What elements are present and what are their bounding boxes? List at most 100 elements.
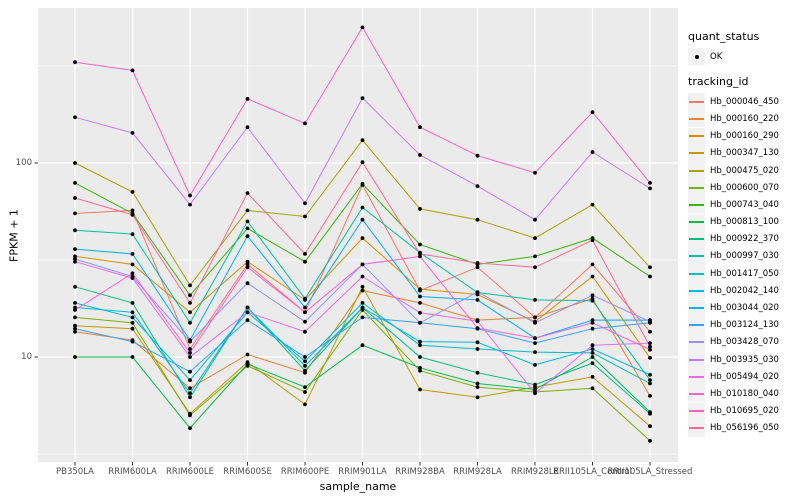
data-point (73, 257, 77, 261)
data-point (188, 320, 192, 325)
data-point (130, 208, 135, 213)
legend-item-ok: OK (688, 48, 800, 66)
data-point (130, 326, 135, 331)
legend-key (688, 179, 705, 197)
legend-key (688, 299, 705, 317)
data-point (590, 293, 595, 298)
data-point (188, 378, 192, 382)
legend-key (688, 265, 705, 283)
data-point (648, 341, 652, 345)
data-point (418, 320, 422, 325)
data-point (590, 320, 595, 325)
data-point (648, 394, 652, 398)
data-point (360, 262, 365, 267)
legend-key (688, 196, 705, 214)
legend-label: Hb_000813_100 (710, 217, 779, 228)
data-point (648, 186, 652, 191)
point-marker-icon (694, 54, 699, 59)
data-point (73, 60, 77, 65)
legend-item: Hb_010180_040 (688, 385, 800, 403)
data-point (303, 390, 307, 394)
data-point (245, 310, 250, 315)
data-point (73, 284, 77, 289)
legend-key (688, 162, 705, 180)
legend-key (688, 419, 705, 437)
legend-label: Hb_000600_070 (710, 182, 779, 193)
data-point (590, 326, 595, 331)
data-point (73, 259, 77, 264)
data-point (590, 361, 595, 365)
legend-item: Hb_003124_130 (688, 316, 800, 334)
data-point (648, 265, 652, 270)
data-point (303, 252, 307, 256)
data-point (418, 242, 422, 247)
data-point (475, 184, 480, 189)
data-point (475, 370, 480, 375)
data-point (188, 301, 192, 305)
data-point (188, 413, 192, 418)
data-point (648, 319, 652, 324)
data-point (188, 355, 192, 359)
data-point (418, 294, 422, 299)
data-point (73, 181, 77, 185)
data-point (73, 355, 77, 359)
legend-key (688, 282, 705, 300)
legend-label: Hb_003428_070 (710, 337, 779, 348)
data-point (533, 320, 537, 325)
data-point (303, 359, 307, 364)
data-point (73, 326, 77, 331)
data-point (533, 391, 537, 396)
data-point (590, 110, 595, 114)
legend-key (688, 385, 705, 403)
data-point (648, 274, 652, 279)
data-point (73, 315, 77, 320)
data-point (188, 202, 192, 207)
legend-line-swatch (689, 427, 704, 430)
data-point (533, 336, 537, 341)
data-point (475, 290, 480, 294)
data-point (533, 217, 537, 222)
legend-label: Hb_000160_290 (710, 131, 779, 142)
data-point (130, 339, 135, 344)
legend-line-swatch (689, 186, 704, 189)
legend-label: Hb_002042_140 (710, 285, 779, 296)
legend-label: Hb_000160_220 (710, 113, 779, 124)
legend-key (688, 351, 705, 369)
data-point (533, 254, 537, 259)
legend-item: Hb_010695_020 (688, 402, 800, 420)
data-point (245, 362, 250, 366)
data-point (188, 369, 192, 374)
data-point (533, 236, 537, 241)
data-point (648, 347, 652, 352)
legend-line-swatch (689, 152, 704, 155)
legend-item: Hb_000813_100 (688, 213, 800, 231)
legend-label: Hb_003124_130 (710, 320, 779, 331)
data-point (188, 426, 192, 430)
data-point (303, 296, 307, 301)
legend-line-swatch (689, 324, 704, 327)
legend-line-swatch (689, 307, 704, 310)
legend-key (688, 213, 705, 231)
data-point (303, 402, 307, 407)
data-point (418, 365, 422, 370)
data-point (188, 391, 192, 396)
legend-key (688, 333, 705, 351)
legend-item: Hb_001417_050 (688, 265, 800, 283)
data-point (590, 347, 595, 351)
data-point (475, 347, 480, 351)
data-point (188, 293, 192, 298)
data-point (130, 190, 135, 194)
data-point (130, 252, 135, 256)
data-point (418, 125, 422, 130)
data-point (590, 262, 595, 267)
data-point (360, 284, 365, 289)
data-point (360, 343, 365, 348)
legend-label: Hb_010180_040 (710, 388, 779, 399)
data-point (303, 364, 307, 368)
legend-key (688, 368, 705, 386)
data-point (188, 347, 192, 351)
data-point (533, 298, 537, 302)
legend-line-swatch (689, 289, 704, 292)
data-point (648, 381, 652, 386)
